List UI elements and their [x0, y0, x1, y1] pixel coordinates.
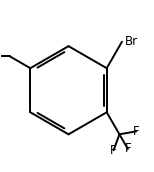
Text: Br: Br	[125, 35, 138, 48]
Text: F: F	[110, 144, 117, 157]
Text: F: F	[133, 125, 139, 138]
Text: F: F	[125, 142, 131, 155]
